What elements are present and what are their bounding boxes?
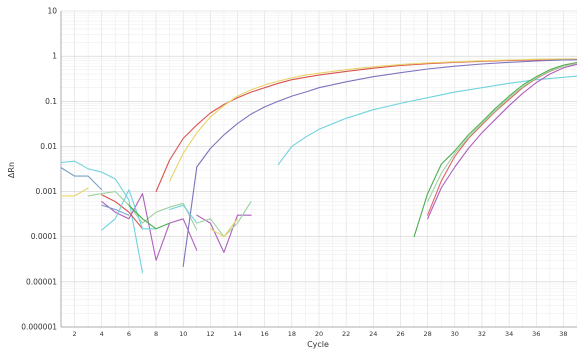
series-line-12	[87, 191, 198, 231]
x-tick-label: 6	[127, 330, 131, 338]
x-tick-label: 30	[451, 330, 459, 338]
series-line-14	[101, 194, 144, 230]
y-tick-label: 0.0001	[31, 232, 57, 241]
x-axis-label: Cycle	[307, 340, 329, 349]
x-tick-label: 32	[478, 330, 486, 338]
series-line-22	[209, 218, 239, 238]
series-line-1	[155, 58, 577, 193]
series-line-11	[60, 187, 89, 197]
series-line-9	[60, 167, 103, 191]
series-line-5	[413, 62, 577, 238]
y-tick-label: 0.000001	[21, 323, 57, 332]
series-line-10	[60, 160, 144, 274]
x-tick-label: 10	[179, 330, 187, 338]
series-line-16	[101, 189, 157, 231]
grid	[60, 10, 577, 328]
y-tick-label: 0.1	[45, 97, 57, 106]
x-tick-label: 36	[532, 330, 540, 338]
x-tick-label: 28	[423, 330, 431, 338]
series-line-15	[101, 204, 130, 216]
series-line-2	[169, 58, 577, 182]
x-tick-label: 34	[505, 330, 513, 338]
x-tick-label: 14	[233, 330, 241, 338]
y-tick-label: 10	[47, 7, 57, 16]
x-tick-label: 24	[369, 330, 377, 338]
x-tick-label: 16	[261, 330, 269, 338]
series-line-6	[427, 62, 577, 216]
y-tick-label: 0.001	[36, 187, 58, 196]
y-tick-label: 0.00001	[26, 277, 57, 286]
x-tick-label: 38	[559, 330, 567, 338]
series-line-3	[196, 59, 577, 168]
series-line-17	[128, 204, 171, 230]
y-tick-label: 0.01	[40, 142, 57, 151]
x-tick-label: 8	[154, 330, 158, 338]
y-axis-label: ΔRn	[7, 162, 16, 178]
series-line-7	[427, 62, 577, 203]
labels: Cycle ΔRn	[7, 162, 329, 349]
y-tick-label: 1	[52, 52, 57, 61]
series-group	[60, 58, 577, 274]
x-tick-label: 4	[100, 330, 104, 338]
x-tick-label: 26	[396, 330, 404, 338]
series-line-8	[427, 63, 577, 220]
series-line-18	[182, 166, 198, 267]
series-line-20	[169, 204, 198, 224]
x-tick-label: 12	[206, 330, 214, 338]
x-tick-label: 2	[73, 330, 77, 338]
x-tick-label: 22	[342, 330, 350, 338]
x-tick-label: 20	[315, 330, 323, 338]
x-tick-label: 18	[288, 330, 296, 338]
